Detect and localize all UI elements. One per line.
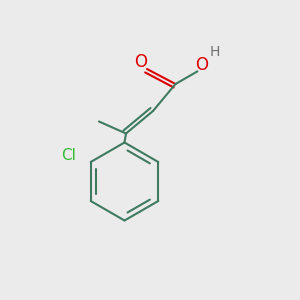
Text: H: H	[209, 45, 220, 58]
Text: Cl: Cl	[61, 148, 76, 164]
Text: O: O	[195, 56, 208, 74]
Text: O: O	[134, 53, 147, 71]
